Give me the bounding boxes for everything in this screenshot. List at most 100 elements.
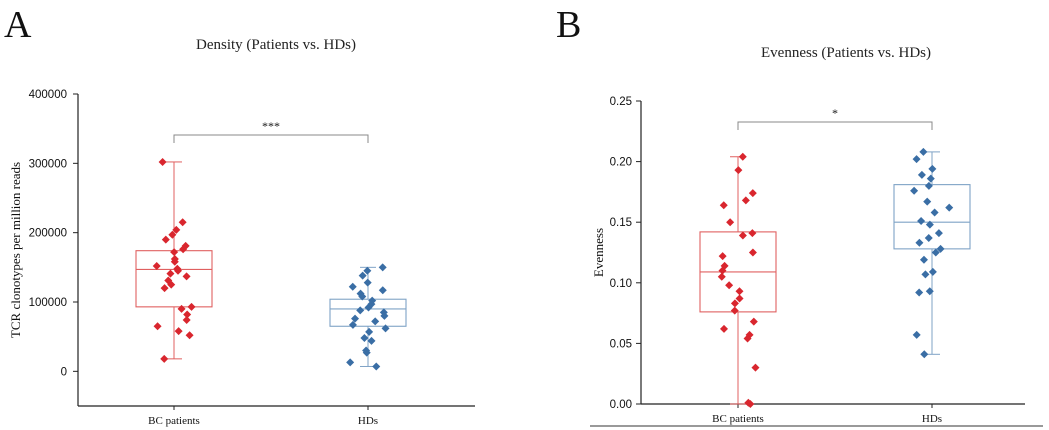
- y-axis-label: TCR clonotypes per million reads: [8, 162, 23, 338]
- data-point: [738, 152, 747, 161]
- data-point: [348, 282, 357, 291]
- significance-bracket: [173, 134, 369, 143]
- significance-bracket: [737, 121, 933, 130]
- data-point: [166, 269, 175, 278]
- data-point: [177, 304, 186, 313]
- data-point: [718, 266, 727, 275]
- data-point: [718, 252, 727, 261]
- data-point: [751, 363, 760, 372]
- data-point: [358, 292, 367, 301]
- data-point: [187, 302, 196, 311]
- data-point: [363, 266, 372, 275]
- data-point: [168, 230, 177, 239]
- data-point: [346, 358, 355, 367]
- data-point: [183, 310, 192, 319]
- data-point: [158, 157, 167, 166]
- data-point: [945, 203, 954, 212]
- data-point: [746, 400, 755, 408]
- data-point: [717, 272, 726, 281]
- data-point: [172, 225, 181, 234]
- y-tick-label: 400000: [29, 89, 67, 101]
- y-tick-label: 0.00: [610, 399, 632, 411]
- y-tick-label: 0.15: [610, 217, 632, 229]
- data-point: [734, 166, 743, 175]
- data-point: [936, 244, 945, 253]
- data-point: [160, 284, 169, 293]
- data-point: [152, 261, 161, 270]
- y-axis-label: Evenness: [591, 228, 606, 277]
- data-point: [185, 331, 194, 340]
- panel-letter-a: A: [4, 4, 32, 46]
- data-point: [926, 174, 935, 183]
- x-tick-label: HDs: [358, 415, 378, 427]
- data-point: [915, 288, 924, 297]
- evenness-chart: Evenness (Patients vs. HDs) Evenness 0.00 0…: [590, 45, 1043, 427]
- data-point: [920, 350, 929, 359]
- data-point: [741, 196, 750, 205]
- data-point: [928, 164, 937, 173]
- data-point: [356, 306, 365, 315]
- data-point: [917, 170, 926, 179]
- x-tick-label: BC patients: [148, 415, 200, 427]
- data-point: [179, 245, 188, 254]
- data-point: [174, 327, 183, 336]
- data-point: [925, 287, 934, 296]
- density-chart: Density (Patients vs. HDs) TCR clonotypes…: [8, 37, 475, 427]
- panel-letter-b: B: [556, 4, 582, 46]
- data-point: [735, 287, 744, 296]
- data-point: [919, 147, 928, 156]
- x-tick-label: BC patients: [712, 413, 764, 425]
- data-point: [178, 218, 187, 227]
- data-point: [378, 286, 387, 295]
- chart-title: Density (Patients vs. HDs): [196, 37, 356, 53]
- data-point: [363, 278, 372, 287]
- data-point: [160, 354, 169, 363]
- data-point: [381, 324, 390, 333]
- data-point: [170, 248, 179, 257]
- data-point: [748, 248, 757, 257]
- data-point: [380, 311, 389, 320]
- data-point: [738, 231, 747, 240]
- data-point: [348, 320, 357, 329]
- data-point: [930, 208, 939, 217]
- data-point: [371, 317, 380, 326]
- data-point: [726, 218, 735, 227]
- data-point: [720, 324, 729, 333]
- data-point: [912, 330, 921, 339]
- data-point: [924, 181, 933, 190]
- y-tick-label: 300000: [29, 158, 67, 170]
- data-point: [174, 266, 183, 275]
- data-point: [362, 348, 371, 357]
- data-point: [365, 327, 374, 336]
- data-point: [924, 233, 933, 242]
- data-point: [912, 155, 921, 164]
- data-point: [367, 336, 376, 345]
- data-point: [153, 322, 162, 331]
- data-point: [748, 229, 757, 238]
- data-point: [719, 201, 728, 210]
- y-tick-label: 200000: [29, 228, 67, 240]
- data-point: [910, 186, 919, 195]
- y-tick-label: 0.05: [610, 338, 632, 350]
- data-point: [923, 197, 932, 206]
- data-point: [182, 316, 191, 325]
- y-tick-label: 0.20: [610, 157, 632, 169]
- box: [329, 298, 407, 327]
- data-point: [919, 255, 928, 264]
- data-point: [925, 220, 934, 229]
- y-tick-label: 0.10: [610, 278, 632, 290]
- data-point: [730, 306, 739, 315]
- data-point: [167, 280, 176, 289]
- box: [893, 184, 971, 250]
- data-point: [161, 235, 170, 244]
- data-point: [735, 294, 744, 303]
- significance-label: *: [832, 106, 838, 120]
- data-point: [360, 334, 369, 343]
- data-point: [378, 263, 387, 272]
- y-tick-label: 100000: [29, 297, 67, 309]
- data-point: [928, 267, 937, 276]
- data-point: [748, 189, 757, 198]
- data-point: [358, 271, 367, 280]
- y-tick-label: 0.25: [610, 96, 632, 108]
